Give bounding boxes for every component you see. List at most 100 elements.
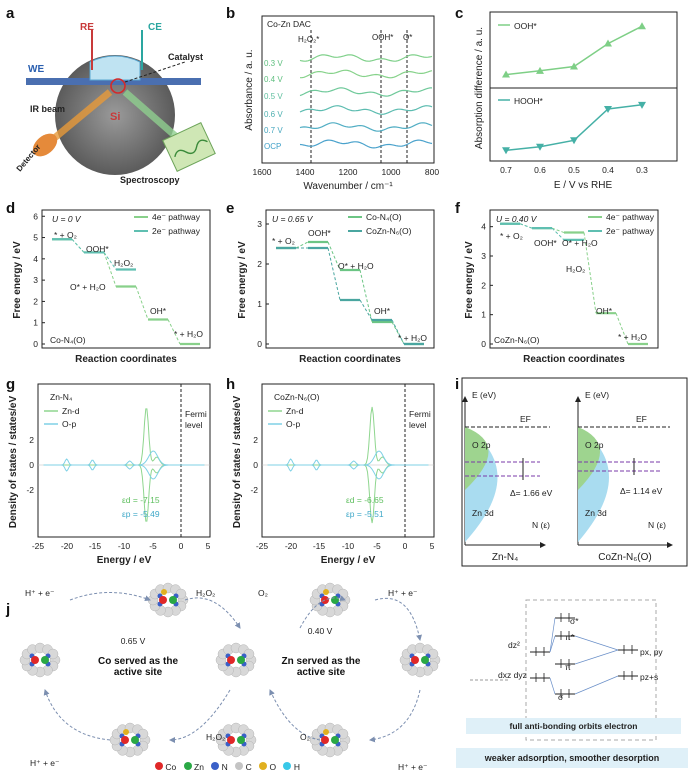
h-xtick-3: -10 — [342, 541, 355, 551]
j-zn-atom — [169, 596, 177, 604]
f-legend-2e: 2e⁻ pathway — [606, 226, 655, 236]
j-clusters — [19, 582, 441, 758]
c-xtick-3: 0.4 — [602, 165, 614, 175]
label-catalyst: Catalyst — [168, 52, 203, 62]
j-step-6: H₂O₂ — [206, 732, 225, 742]
legend-co-dot — [155, 762, 163, 770]
g-xticks: -25 -20 -15 -10 -5 0 5 — [32, 541, 211, 551]
j-cluster-5 — [309, 722, 351, 758]
b-xtick-1: 1400 — [296, 167, 315, 177]
c-point-1-1 — [536, 143, 544, 151]
legend-o-dot — [259, 762, 268, 770]
panel-c-frame — [489, 11, 678, 162]
ir-beam-in — [49, 89, 113, 143]
b-spectrum-2 — [299, 87, 432, 97]
j-mo-levels — [530, 613, 638, 698]
j-arrow-2 — [184, 597, 241, 629]
e-species-0: * + O₂ — [272, 236, 295, 246]
h-ytick-1: 0 — [253, 460, 258, 470]
f-steps-ytick-4: 4 — [481, 222, 486, 232]
panel-d-steps — [52, 238, 200, 346]
panel-f-chart: 0 1 2 3 4 U = 0.40 V 4e⁻ pathway 2e⁻ pathway… — [464, 209, 659, 365]
j-step-2: O₂ — [258, 588, 268, 598]
i-right-o2p-band — [578, 427, 600, 490]
i-right-delta: Δ= 1.14 eV — [620, 486, 663, 496]
h-ep: εp = -5.51 — [346, 509, 384, 519]
d-species-3: O* + H₂O — [70, 282, 106, 292]
f-steps-ytick-0: 0 — [481, 339, 486, 349]
j-cluster-2 — [215, 642, 257, 678]
j-orb-pi: π — [565, 662, 571, 672]
b-spectrum-3 — [299, 105, 433, 115]
f-steps-link-1-2 — [551, 227, 565, 241]
legend-o: O — [269, 762, 277, 772]
catalyst-site — [110, 78, 126, 94]
j-mo-link-1 — [549, 677, 556, 695]
j-mo-spin-1 — [560, 631, 570, 640]
i-right-n: N (ε) — [648, 520, 666, 530]
panel-d-frame — [41, 209, 211, 349]
h-xtick-0: -25 — [256, 541, 269, 551]
h-title: CoZn-N₆(O) — [274, 392, 320, 402]
h-xtick-6: 5 — [430, 541, 435, 551]
legend-zn-dot — [183, 762, 192, 770]
h-legend-0: Zn-d — [286, 406, 304, 416]
c-point-1-4 — [638, 101, 646, 109]
j-arrow-3 — [299, 595, 346, 629]
panel-c-series — [498, 22, 646, 155]
panel-c-ylabel: Absorption difference / a. u. — [474, 27, 485, 149]
panel-d-yticks: 0 1 2 3 4 5 6 — [33, 211, 45, 349]
c-legend-bottom: HOOH* — [514, 96, 544, 106]
d-steps-ytick-1: 1 — [33, 318, 38, 328]
h-xtick-5: 0 — [403, 541, 408, 551]
d-steps-ytick-0: 0 — [33, 339, 38, 349]
b-xtick-3: 1000 — [382, 167, 401, 177]
f-species-1: OOH* — [534, 238, 557, 248]
j-mo-spin-0 — [560, 613, 570, 622]
panel-f-yticks: 0 1 2 3 4 — [481, 222, 493, 349]
g-ytick-1: 0 — [29, 460, 34, 470]
h-ytick-2: -2 — [250, 485, 258, 495]
legend-c: C — [245, 762, 252, 772]
f-steps-link-0-4 — [615, 313, 629, 345]
j-arrow-8 — [43, 689, 111, 741]
j-atom-legend: Co Zn N C O H — [155, 762, 375, 776]
i-left-ef: EF — [520, 414, 531, 424]
legend-n-dot — [211, 762, 220, 770]
i-right-name: CoZn-N₆(O) — [598, 552, 651, 563]
d-catalyst: Co-N₄(O) — [50, 335, 86, 345]
j-cluster-6 — [215, 722, 257, 758]
c-point-0-2 — [570, 62, 578, 70]
g-fermi-1: level — [185, 420, 203, 430]
h-legend-1: O-p — [286, 419, 300, 429]
panel-d-xlabel: Reaction coordinates — [75, 354, 177, 365]
j-voltage-2: 0.40 V — [308, 626, 333, 636]
j-mo-spin-3 — [560, 689, 570, 698]
h-fermi-0: Fermi — [409, 409, 431, 419]
panel-f-xlabel: Reaction coordinates — [523, 354, 625, 365]
j-step-4: H⁺ + e⁻ — [398, 762, 428, 772]
legend-n: N — [221, 762, 228, 772]
f-species-4: OH* — [596, 306, 613, 316]
e-steps-link-0-1 — [295, 241, 309, 249]
j-mo-spin-5 — [535, 673, 545, 682]
j-mo-link-3 — [574, 675, 619, 695]
c-point-0-3 — [604, 39, 612, 47]
i-left-axis: E (eV) — [472, 390, 496, 400]
marker-o: O* — [403, 33, 412, 42]
panel-e-ylabel: Free energy / eV — [237, 241, 248, 319]
j-zn-atom — [237, 656, 245, 664]
j-o-atom — [323, 589, 329, 595]
h-xticks: -25 -20 -15 -10 -5 0 5 — [256, 541, 435, 551]
i-right-axis: E (eV) — [585, 390, 609, 400]
j-orb-pxpy: px, py — [640, 647, 663, 657]
marker-h2o2: H₂O₂* — [298, 35, 319, 44]
legend-c-dot — [235, 762, 244, 770]
j-cluster-4 — [399, 642, 441, 678]
j-step-7: H⁺ + e⁻ — [30, 758, 60, 768]
j-orb-dxz: dxz dyz — [498, 670, 527, 680]
f-steps-link-0-3 — [583, 232, 597, 314]
j-co-atom — [31, 656, 39, 664]
